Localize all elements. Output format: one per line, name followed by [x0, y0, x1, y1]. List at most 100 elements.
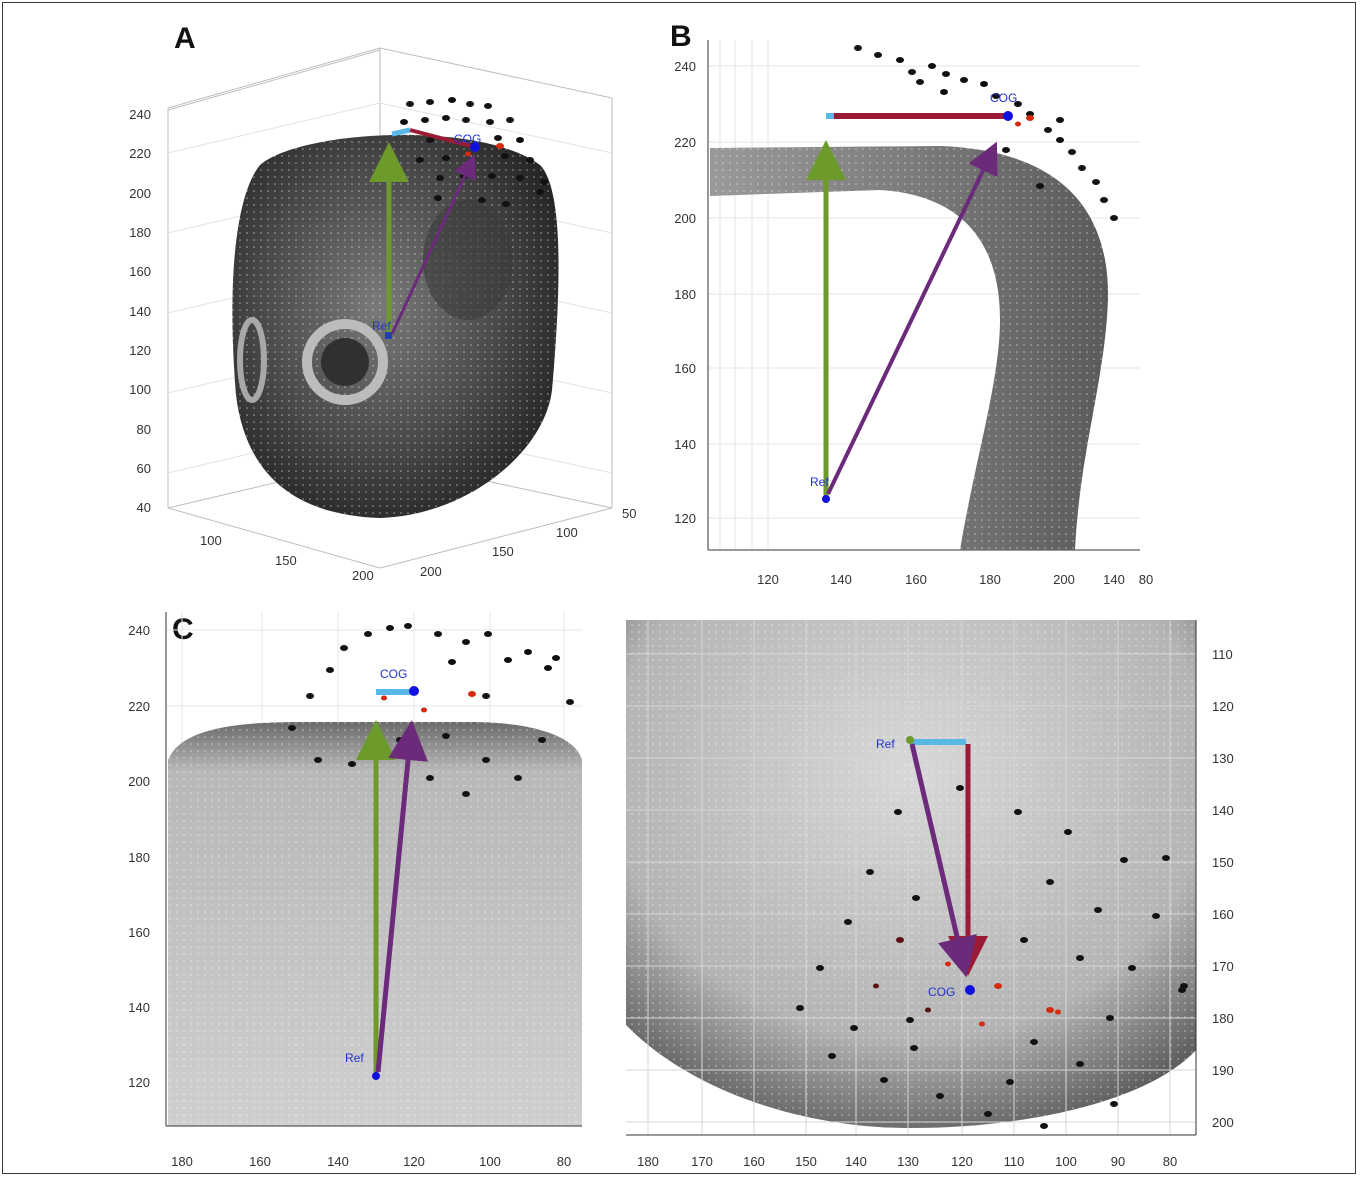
panel-c-cog-marker [409, 686, 419, 696]
panel-d-y-tick: 160 [1212, 907, 1234, 922]
panel-b-x-tick: 120 [757, 572, 779, 587]
panel-b-x-tick: 200 [1053, 572, 1075, 587]
panel-c-y-tick: 160 [128, 925, 150, 940]
panel-d-x-tick: 150 [795, 1154, 817, 1169]
panel-d-cog-marker [965, 985, 975, 995]
panel-b-x-tick: 140 [830, 572, 852, 587]
panel-d-x-tick: 120 [951, 1154, 973, 1169]
panel-a-ear-ring [302, 319, 388, 405]
panel-d-ref-marker [906, 736, 914, 744]
panel-a-red-vector [409, 128, 476, 149]
panel-c-ref-label: Ref [345, 1051, 364, 1065]
panel-a-z-tick: 220 [129, 146, 151, 161]
panel-d-electrodes [796, 785, 1188, 1129]
panel-a-letter: A [174, 22, 196, 55]
panel-a-z-tick: 60 [137, 461, 151, 476]
panel-a-cyan-vector [391, 127, 411, 137]
panel-d: Ref COG 110 120 130 140 150 160 170 180 … [626, 620, 1234, 1169]
panel-c-y-tick: 200 [128, 774, 150, 789]
panel-b-ref-label: Ref [810, 475, 829, 489]
panel-d-x-tick: 180 [637, 1154, 659, 1169]
panel-d-x-tick: 110 [1004, 1154, 1025, 1169]
panel-a-cog-label: COG [454, 132, 481, 146]
panel-a-y-tick: 200 [420, 564, 442, 579]
panel-a-x-tick: 200 [352, 568, 374, 583]
panel-a-y-tick: 100 [556, 525, 578, 540]
panel-c-cog-label: COG [380, 667, 407, 681]
panel-d-x-tick: 130 [897, 1154, 919, 1169]
panel-d-y-tick: 120 [1212, 699, 1234, 714]
panel-d-y-tick: 140 [1212, 803, 1234, 818]
panel-d-x-tick: 80 [1163, 1154, 1177, 1169]
panel-c-electrodes [288, 623, 574, 797]
panel-a: COG Ref 240 220 200 180 160 140 120 100 … [129, 47, 636, 583]
panel-a-ref-label: Ref [372, 319, 391, 333]
panel-a-y-tick: 50 [622, 506, 636, 521]
panel-d-purple-vector [909, 743, 977, 978]
panel-a-ref-marker [385, 332, 392, 339]
panel-a-z-tick: 40 [137, 500, 151, 515]
panel-c-x-tick: 120 [403, 1154, 425, 1169]
panel-a-z-tick: 240 [129, 107, 151, 122]
panel-b-y-tick: 140 [674, 437, 696, 452]
panel-a-y-tick: 150 [492, 544, 514, 559]
panel-a-z-tick: 100 [129, 382, 151, 397]
panel-c-y-tick: 240 [128, 623, 150, 638]
panel-b-letter: B [670, 20, 692, 53]
panel-d-x-tick: 90 [1111, 1154, 1125, 1169]
panel-a-z-tick: 120 [129, 343, 151, 358]
panel-a-cog-marker [470, 142, 480, 152]
panel-a-x-tick: 100 [200, 533, 222, 548]
panel-b-y-tick: 220 [674, 135, 696, 150]
panel-a-z-tick: 80 [137, 422, 151, 437]
panel-c-x-tick: 100 [479, 1154, 501, 1169]
panel-c-x-tick: 160 [249, 1154, 271, 1169]
panel-c: COG Ref 240 220 200 180 160 140 120 180 … [128, 612, 582, 1169]
panel-b-y-tick: 240 [674, 59, 696, 74]
panel-d-y-tick: 190 [1212, 1063, 1234, 1078]
panel-c-y-tick: 220 [128, 699, 150, 714]
panel-d-y-tick: 170 [1212, 959, 1234, 974]
panel-d-y-tick: 150 [1212, 855, 1234, 870]
panel-b-y-tick: 160 [674, 361, 696, 376]
panel-b-x-tick: 180 [979, 572, 1001, 587]
panel-c-y-tick: 180 [128, 850, 150, 865]
panel-a-z-tick: 180 [129, 225, 151, 240]
panel-d-x-tick: 170 [691, 1154, 713, 1169]
panel-d-y-tick: 180 [1212, 1011, 1234, 1026]
panel-b-x-tick: 160 [905, 572, 927, 587]
panel-d-x-tick: 140 [845, 1154, 867, 1169]
panel-c-purple-vector [375, 720, 428, 1073]
panel-c-y-tick: 140 [128, 1000, 150, 1015]
panel-b-purple-vector [826, 141, 998, 495]
panel-d-x-tick: 100 [1055, 1154, 1077, 1169]
panel-d-x-tick: 160 [743, 1154, 765, 1169]
panel-b-y-tick: 120 [674, 511, 696, 526]
panel-a-x-tick: 150 [275, 553, 297, 568]
panel-c-x-tick: 180 [171, 1154, 193, 1169]
panel-a-z-tick: 140 [129, 304, 151, 319]
panel-a-z-ticks: 240 220 200 180 160 140 120 100 80 60 40 [129, 107, 151, 515]
panel-d-cog-label: COG [928, 985, 955, 999]
panel-d-y-tick: 110 [1212, 647, 1233, 662]
panel-b-cog-marker [1003, 111, 1013, 121]
panel-d-ref-label: Ref [876, 737, 895, 751]
panel-c-ref-marker [372, 1072, 380, 1080]
panel-b-x-tick: 80 [1139, 572, 1153, 587]
panel-b-x-tick: 140 [1103, 572, 1125, 587]
panel-a-z-tick: 200 [129, 186, 151, 201]
panel-c-y-tick: 120 [128, 1075, 150, 1090]
panel-b-y-tick: 180 [674, 287, 696, 302]
panel-d-y-tick: 200 [1212, 1115, 1234, 1130]
panel-b: COG Ref 240 220 200 180 160 140 120 120 … [674, 40, 1153, 587]
panel-b-ref-marker [822, 495, 830, 503]
panel-a-purple-vector [390, 154, 476, 335]
panel-d-y-tick: 130 [1212, 751, 1234, 766]
panel-b-electrodes [854, 45, 1118, 221]
panel-b-y-tick: 200 [674, 211, 696, 226]
panel-c-x-tick: 140 [327, 1154, 349, 1169]
panel-c-x-tick: 80 [557, 1154, 571, 1169]
panel-a-z-tick: 160 [129, 264, 151, 279]
